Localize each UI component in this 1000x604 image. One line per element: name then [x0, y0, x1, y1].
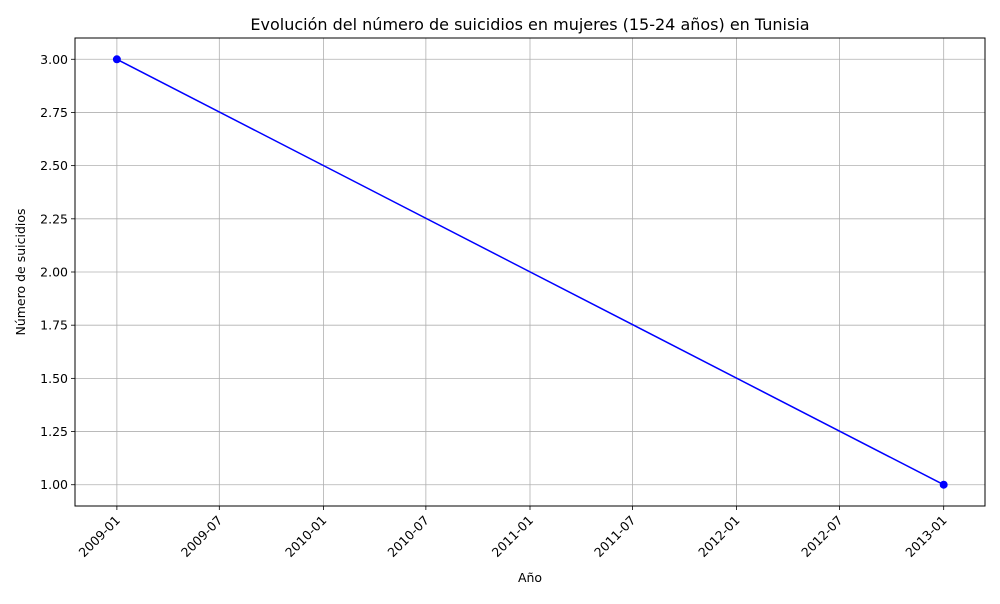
y-tick-label: 2.00 [40, 265, 68, 280]
y-tick-label: 1.00 [40, 477, 68, 492]
y-tick-label: 2.25 [40, 211, 68, 226]
data-series [112, 55, 948, 489]
data-point [112, 55, 121, 64]
y-axis-label: Número de suicidios [13, 208, 28, 335]
y-tick-label: 2.50 [40, 158, 68, 173]
y-tick-label: 1.25 [40, 424, 68, 439]
x-axis-label: Año [518, 570, 542, 585]
series-line [116, 58, 945, 486]
y-tick-label: 1.50 [40, 371, 68, 386]
chart-title: Evolución del número de suicidios en muj… [250, 15, 809, 34]
y-tick-label: 2.75 [40, 105, 68, 120]
data-point [939, 480, 948, 489]
y-tick-label: 1.75 [40, 318, 68, 333]
y-tick-label: 3.00 [40, 52, 68, 67]
